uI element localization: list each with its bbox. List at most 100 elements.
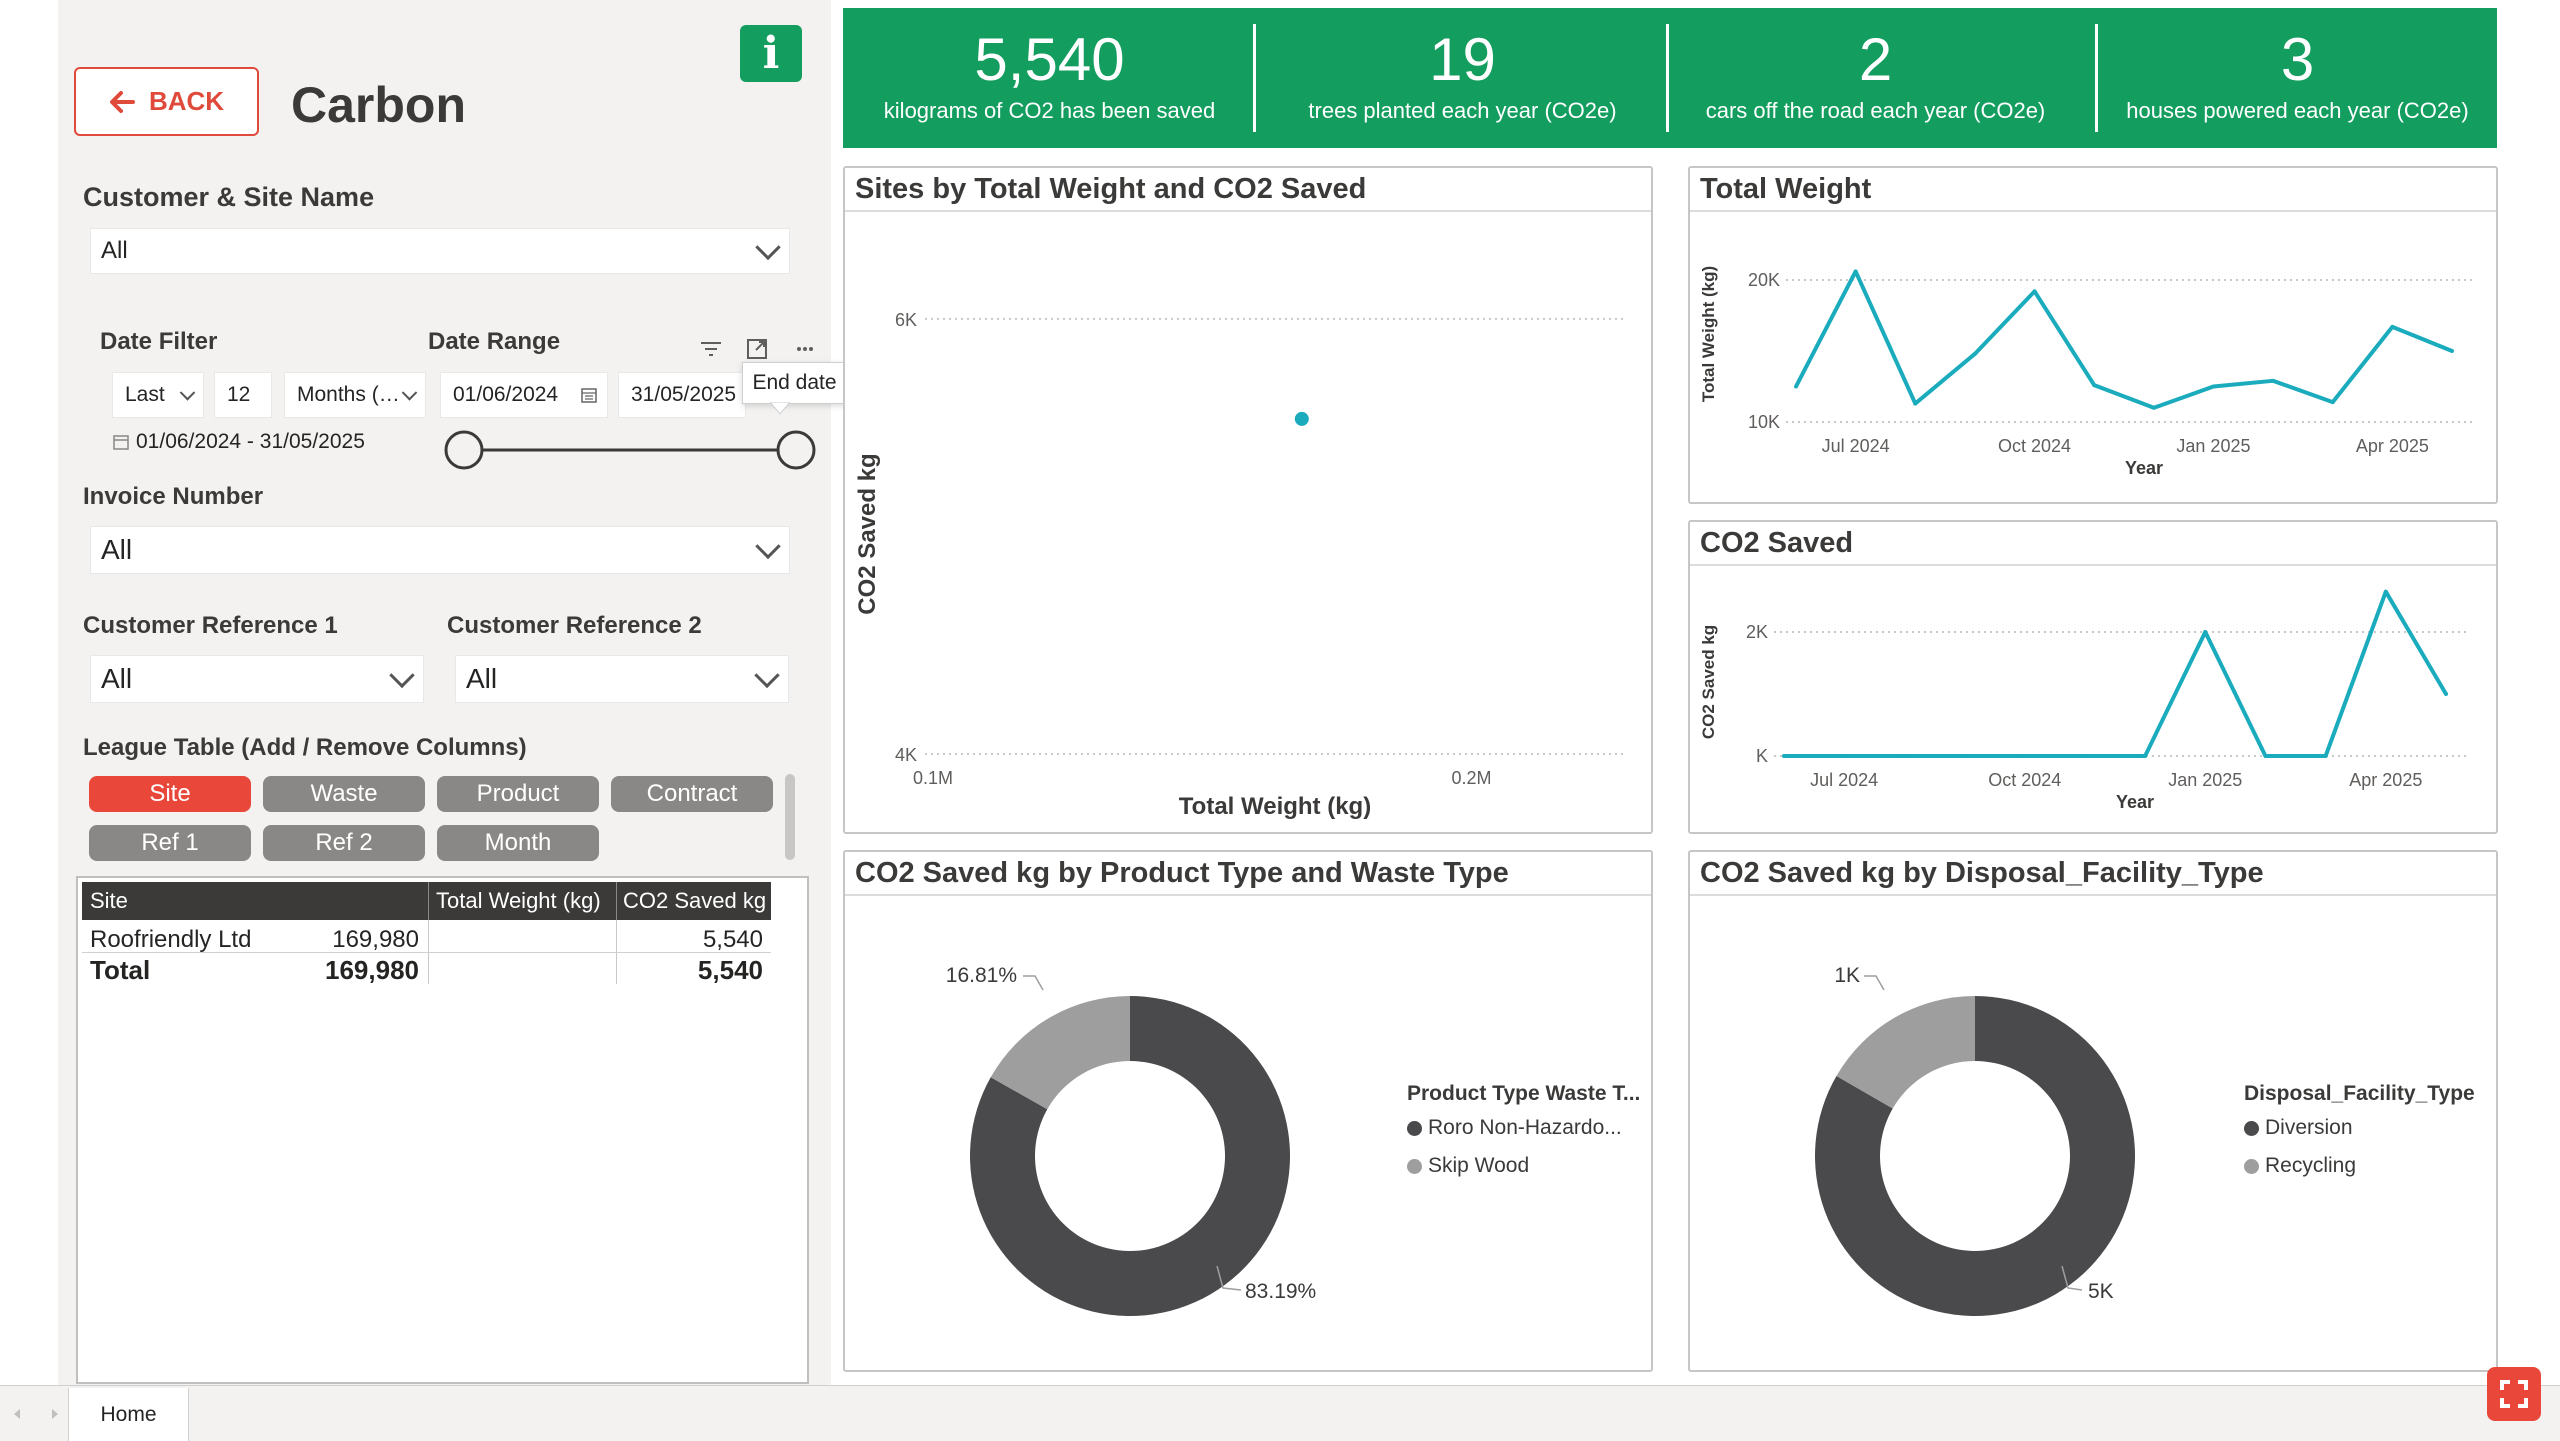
kpi-value: 19: [1429, 26, 1496, 93]
series-line: [1794, 269, 2453, 410]
legend-label: Skip Wood: [1428, 1154, 1530, 1177]
kpi-trees: 19 trees planted each year (CO2e): [1256, 8, 1669, 148]
arrow-left-icon: [109, 90, 135, 113]
date-range-end-value: 31/05/2025: [631, 383, 737, 406]
chevron-down-icon: [179, 373, 203, 417]
customer-site-value: All: [101, 237, 128, 264]
date-range-start-value: 01/06/2024: [453, 383, 559, 406]
pill-ref2[interactable]: Ref 2: [263, 825, 425, 861]
cell-total-label: Total: [90, 955, 151, 985]
date-filter-count-input[interactable]: 12: [214, 372, 272, 418]
data-point: [1913, 401, 1918, 406]
legend-dot: [1407, 1158, 1422, 1174]
chevron-down-icon: [755, 533, 781, 560]
pill-product[interactable]: Product: [437, 776, 599, 812]
kpi-co2-saved: 5,540 kilograms of CO2 has been saved: [843, 8, 1256, 148]
scatter-chart[interactable]: 4K 6K 0.1M 0.2M Total Weight (kg) CO2 Saved k…: [845, 214, 1651, 832]
customer-site-dropdown[interactable]: All: [90, 228, 790, 274]
date-filter-mode-dropdown[interactable]: Last: [112, 372, 204, 418]
leader-line: [1023, 975, 1044, 991]
col-header-site[interactable]: Site: [90, 888, 128, 913]
more-options-icon[interactable]: [790, 336, 820, 362]
date-filter-unit-dropdown[interactable]: Months (…: [284, 372, 426, 418]
date-range-start-input[interactable]: 01/06/2024: [440, 372, 608, 418]
info-button[interactable]: i: [740, 25, 802, 82]
invoice-number-dropdown[interactable]: All: [90, 526, 790, 574]
table-row[interactable]: Roofriendly Ltd 169,980 5,540: [82, 920, 771, 953]
data-point: [2383, 589, 2388, 594]
league-table-label: League Table (Add / Remove Columns): [83, 734, 527, 761]
col-header-co2[interactable]: CO2 Saved kg: [623, 888, 767, 913]
product-donut-card[interactable]: CO2 Saved kg by Product Type and Waste T…: [843, 850, 1653, 1372]
date-range-slider[interactable]: [440, 428, 820, 472]
co2-saved-chart[interactable]: K 2K Jul 2024 Oct 2024 Jan 2025 Apr 2025 Year C…: [1690, 568, 2496, 832]
x-tick-label: 0.2M: [1451, 768, 1491, 788]
pill-waste-label: Waste: [310, 780, 378, 807]
date-range-end-input[interactable]: 31/05/2025: [618, 372, 746, 418]
column-divider: [616, 953, 617, 984]
data-label: 83.19%: [1245, 1280, 1316, 1303]
legend-item[interactable]: Roro Non-Hazardo...: [1407, 1116, 1622, 1140]
pill-site[interactable]: Site: [89, 776, 251, 812]
data-point: [2271, 378, 2276, 383]
leader-line: [1216, 1265, 1242, 1291]
facility-donut-title: CO2 Saved kg by Disposal_Facility_Type: [1690, 852, 2496, 896]
customer-ref2-dropdown[interactable]: All: [455, 655, 789, 703]
back-button[interactable]: BACK: [74, 67, 259, 136]
column-divider: [428, 882, 429, 920]
date-range-label: Date Range: [428, 328, 561, 355]
x-tick-label: Jul 2024: [1810, 770, 1878, 790]
slider-start-handle[interactable]: [444, 430, 484, 470]
legend-item[interactable]: Skip Wood: [1407, 1154, 1529, 1178]
donut-slice: [990, 996, 1130, 1110]
x-axis-label: Year: [2116, 792, 2154, 812]
chevron-down-icon: [389, 662, 415, 689]
table-total-row: Total 169,980 5,540: [82, 952, 771, 985]
legend-label: Roro Non-Hazardo...: [1428, 1116, 1622, 1139]
pill-scrollbar[interactable]: [785, 774, 795, 860]
filter-icon[interactable]: [696, 336, 726, 362]
kpi-caption: kilograms of CO2 has been saved: [883, 98, 1216, 123]
legend-item[interactable]: Diversion: [2244, 1116, 2353, 1140]
date-filter-label: Date Filter: [100, 328, 218, 355]
pill-ref1[interactable]: Ref 1: [89, 825, 251, 861]
total-weight-card[interactable]: Total Weight 10K 20K Jul 2024 Oct 2024 Jan 2…: [1688, 166, 2498, 504]
pill-month[interactable]: Month: [437, 825, 599, 861]
y-tick-label: 2K: [1746, 622, 1768, 642]
customer-ref1-dropdown[interactable]: All: [90, 655, 424, 703]
product-donut-chart[interactable]: 83.19% 16.81%: [845, 898, 1385, 1370]
x-axis-label: Total Weight (kg): [1179, 793, 1371, 820]
co2-saved-card[interactable]: CO2 Saved K 2K Jul 2024 Oct 2024 Jan 2025 Apr…: [1688, 520, 2498, 834]
facility-donut-card[interactable]: CO2 Saved kg by Disposal_Facility_Type 5…: [1688, 850, 2498, 1372]
total-weight-chart[interactable]: 10K 20K Jul 2024 Oct 2024 Jan 2025 Apr 2025 Ye…: [1690, 214, 2496, 502]
y-tick-label: 20K: [1748, 270, 1780, 290]
customer-ref1-label: Customer Reference 1: [83, 612, 338, 639]
customer-ref1-value: All: [101, 663, 133, 694]
focus-mode-icon[interactable]: [744, 336, 770, 362]
slider-end-handle[interactable]: [776, 430, 816, 470]
kpi-cars: 2 cars off the road each year (CO2e): [1669, 8, 2082, 148]
tab-scroll-arrows-icon[interactable]: [10, 1406, 60, 1422]
tab-home[interactable]: Home: [68, 1388, 189, 1441]
data-point: [2203, 630, 2208, 634]
pill-contract[interactable]: Contract: [611, 776, 773, 812]
data-point: [2450, 349, 2454, 353]
data-point: [1794, 384, 1798, 389]
facility-donut-chart[interactable]: 5K 1K: [1690, 898, 2230, 1370]
column-divider: [616, 882, 617, 920]
pill-waste[interactable]: Waste: [263, 776, 425, 812]
fullscreen-button[interactable]: [2487, 1367, 2541, 1421]
back-button-label: BACK: [148, 86, 225, 116]
scatter-card[interactable]: Sites by Total Weight and CO2 Saved 4K 6K…: [843, 166, 1653, 834]
y-tick-label: K: [1756, 746, 1768, 766]
legend-item[interactable]: Recycling: [2244, 1154, 2356, 1178]
column-divider: [428, 920, 429, 952]
chevron-down-icon: [401, 373, 425, 417]
calendar-icon[interactable]: [581, 387, 597, 403]
col-header-weight[interactable]: Total Weight (kg): [436, 888, 601, 913]
pill-ref2-label: Ref 2: [315, 829, 373, 856]
kpi-caption: cars off the road each year (CO2e): [1705, 98, 2046, 123]
league-table: Site Total Weight (kg) CO2 Saved kg Roof…: [76, 876, 809, 1384]
cell-total-weight: 169,980: [325, 955, 419, 985]
